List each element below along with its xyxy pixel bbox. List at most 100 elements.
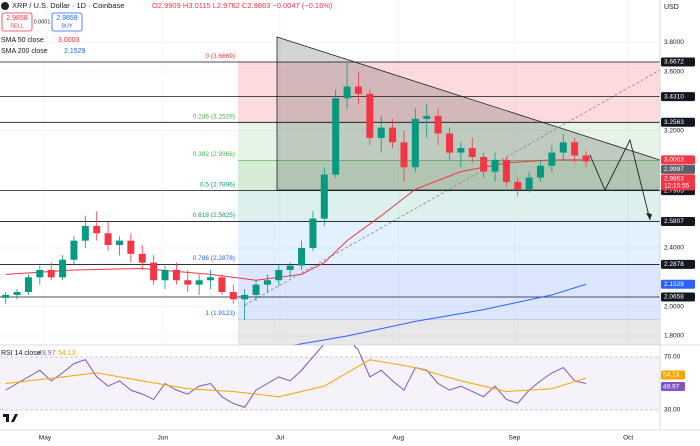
price-tag [661,164,695,174]
candle-body [411,118,419,168]
price-tag-label: 2.9997 [664,166,684,173]
candle-body [172,269,180,281]
series-line [5,345,587,408]
series-line [291,283,587,345]
symbol-icon [1,2,9,10]
candle-body [81,225,89,241]
level-tag-label: 2.0658 [664,294,684,301]
candle-body [366,93,374,138]
candle-layer [2,63,590,320]
rsi-legend: RSI 14 close [1,350,41,357]
candle-body [150,262,158,281]
candle-body [104,233,112,246]
currency: USD [664,4,679,11]
countdown: 12:15:55 [664,183,690,190]
level-tag-label: 2.7905 [664,187,684,194]
level-tag [661,57,695,67]
candle-body [354,86,362,94]
price-tag-label: 3.0003 [664,157,684,164]
main-pane: 0 (3.6669) 0.236 (3.2528) 0.382 (2.9966) 0.… [0,0,660,345]
candle-body [218,277,226,292]
level-tag [661,216,695,226]
rsi-band [0,357,660,410]
candle-body [138,253,146,263]
candle-body [571,142,579,156]
x-tick-label: Sep [509,435,521,442]
x-tick-label: Aug [392,435,404,442]
candle-body [525,177,533,190]
candle-body [457,148,465,153]
fib-band [238,221,660,265]
candle-body [252,284,260,295]
price-tag [661,155,695,165]
rsi-ma-legend-value: 54.13 [58,350,76,357]
candle-body [514,181,522,190]
candle-body [434,115,442,134]
x-tick-label: May [39,435,52,442]
y-tick-label: 2.4000 [664,245,684,252]
level-tag [661,292,695,302]
rsi-tag-label: 49.97 [663,383,680,390]
x-tick-label: Jun [157,435,168,442]
candle-body [423,115,431,119]
fib-layer: 0 (3.6669) 0.236 (3.2528) 0.382 (2.9966) 0.… [0,0,660,345]
level-tag [661,117,695,127]
rsi-legend-value: 49.97 [38,350,56,357]
symbol-title: XRP / U.S. Dollar · 1D · Coinbase [12,1,124,10]
fib-band [238,160,660,191]
candle-body [263,280,271,285]
legend-sma50: SMA 50 close [1,37,44,44]
fib-label: 1 (1.9123) [205,310,235,317]
fib-band [238,264,660,320]
y-tick-label: 2.0000 [664,303,684,310]
buy-label: BUY [61,23,73,29]
candle-body [36,269,44,278]
candle-body [582,155,590,162]
candle-body [548,152,556,166]
fib-label: 0.382 (2.9966) [193,151,235,158]
level-tag-label: 2.2878 [664,261,684,268]
legend-sma200-value: 2.1529 [64,48,86,55]
rsi-tag [661,382,685,392]
candle-body [343,86,351,99]
candle-body [298,247,306,266]
buy-price: 2.9859 [56,15,78,22]
buy-button[interactable] [51,12,83,32]
candle-body [275,269,283,281]
level-tag-label: 3.2563 [664,119,684,126]
price-tag-label: 2.9863 [664,176,684,183]
fib-label: 0.236 (3.2528) [193,114,235,121]
candle-body [24,277,32,292]
rsi-tick-label: 30.00 [664,407,681,414]
series-line [5,359,587,398]
axis-layer: May Jun Jul Aug Sep Oct 3.8000 3.6000 3.2000 2.40… [39,39,695,442]
candle-body [389,127,397,143]
price-tag [661,174,695,191]
candle-body [309,218,317,248]
fib-label: 0.5 (2.7896) [200,182,235,189]
price-tag-label: 2.1529 [664,281,684,288]
x-tick-label: Oct [623,435,633,442]
candle-body [229,291,237,300]
candle-body [13,291,21,295]
sell-label: SELL [10,23,23,29]
candle-body [47,269,55,278]
legend-sma50-value: 3.0003 [58,37,80,44]
rsi-tick-label: 70.00 [664,354,681,361]
candle-body [400,142,408,168]
arrow-head [646,213,652,220]
ohlc: O2.9909 H3.0115 L2.9762 C2.9863 −0.0047 … [152,1,333,10]
candle-body [184,280,192,285]
price-tag [661,279,695,289]
candle-body [2,294,10,298]
candle-body [468,148,476,157]
fib-band [238,190,660,222]
level-tag [661,259,695,269]
rsi-tag [661,370,685,380]
y-tick-label: 3.8000 [664,39,684,46]
candle-body [332,98,340,175]
candle-body [491,159,499,172]
spread: 0.0001 [34,19,51,25]
candle-body [241,294,249,300]
sell-button[interactable] [1,12,33,32]
